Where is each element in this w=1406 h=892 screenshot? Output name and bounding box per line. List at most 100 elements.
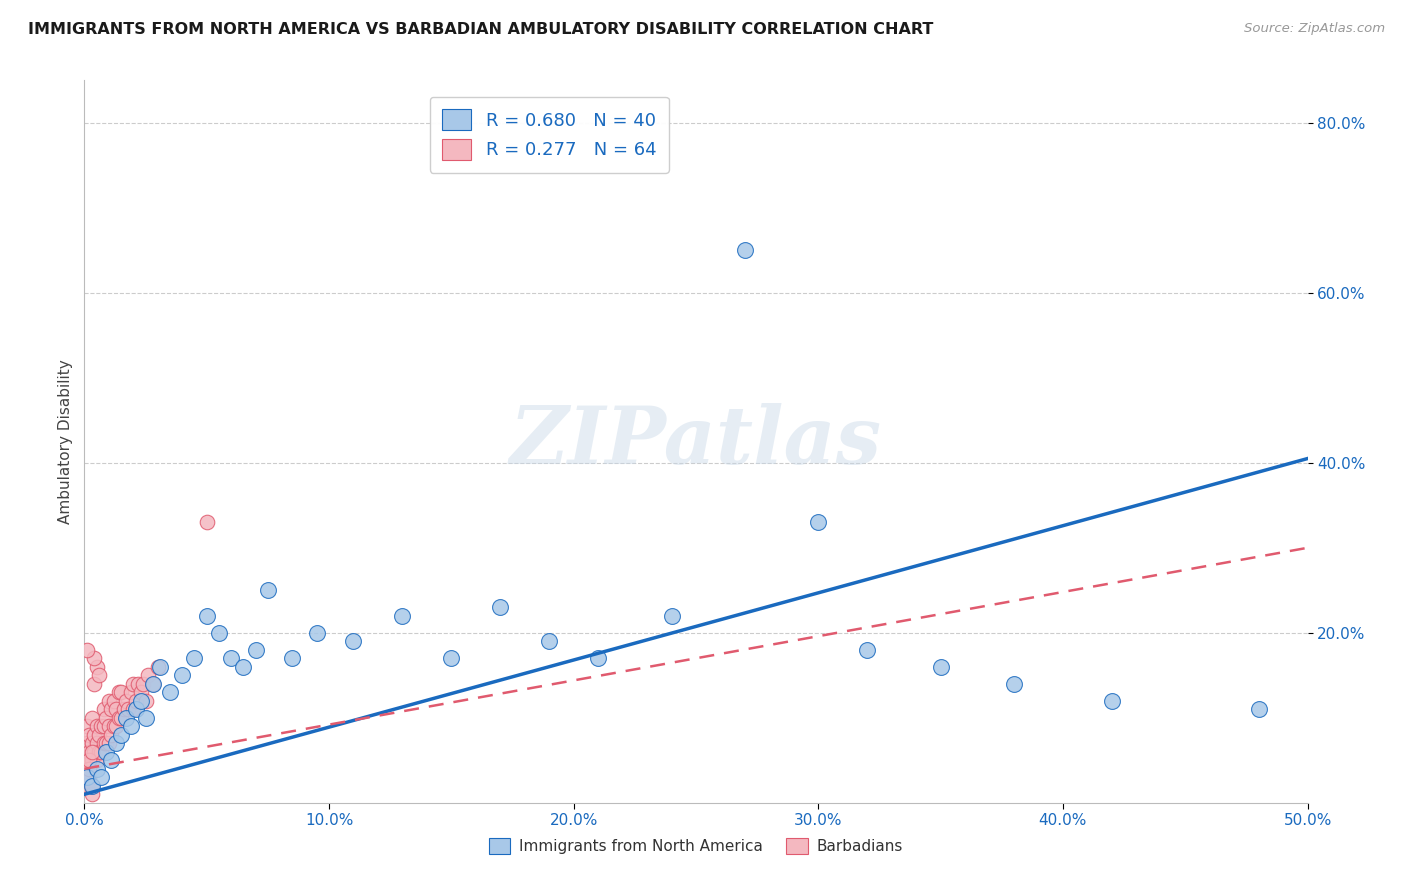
Point: [146, 660, 169, 674]
Text: ZIPatlas: ZIPatlas: [510, 403, 882, 480]
Point: [110, 728, 132, 742]
Point: [136, 668, 159, 682]
Point: [77, 753, 100, 767]
Point: [208, 625, 231, 640]
Point: [83, 728, 105, 742]
Point: [86, 762, 108, 776]
Point: [195, 608, 218, 623]
Text: Source: ZipAtlas.com: Source: ZipAtlas.com: [1244, 22, 1385, 36]
Point: [489, 600, 512, 615]
Point: [86, 660, 108, 674]
Point: [76, 753, 98, 767]
Point: [110, 685, 132, 699]
Point: [734, 244, 756, 258]
Point: [80, 787, 103, 801]
Point: [96, 736, 118, 750]
Point: [80, 736, 103, 750]
Point: [538, 634, 561, 648]
Point: [96, 711, 118, 725]
Point: [172, 668, 194, 682]
Point: [93, 719, 115, 733]
Point: [115, 711, 138, 725]
Point: [342, 634, 364, 648]
Point: [93, 702, 115, 716]
Point: [232, 660, 254, 674]
Point: [125, 702, 148, 716]
Point: [80, 779, 103, 793]
Point: [129, 694, 152, 708]
Point: [125, 694, 148, 708]
Point: [86, 736, 108, 750]
Point: [97, 694, 120, 708]
Point: [77, 762, 100, 776]
Point: [135, 711, 157, 725]
Point: [183, 651, 205, 665]
Point: [219, 651, 242, 665]
Point: [115, 694, 138, 708]
Point: [107, 685, 129, 699]
Point: [661, 608, 683, 623]
Point: [135, 694, 157, 708]
Point: [90, 719, 112, 733]
Point: [132, 677, 155, 691]
Point: [87, 745, 110, 759]
Point: [127, 677, 149, 691]
Point: [76, 779, 98, 793]
Point: [245, 642, 267, 657]
Point: [80, 779, 103, 793]
Point: [929, 660, 952, 674]
Point: [1247, 702, 1270, 716]
Point: [97, 736, 120, 750]
Point: [80, 753, 103, 767]
Point: [1101, 694, 1123, 708]
Point: [76, 642, 98, 657]
Point: [129, 685, 152, 699]
Point: [83, 651, 105, 665]
Point: [117, 702, 139, 716]
Point: [77, 745, 100, 759]
Point: [305, 625, 328, 640]
Point: [100, 753, 122, 767]
Y-axis label: Ambulatory Disability: Ambulatory Disability: [58, 359, 73, 524]
Point: [87, 728, 110, 742]
Point: [856, 642, 879, 657]
Point: [110, 711, 132, 725]
Point: [120, 685, 142, 699]
Point: [76, 719, 98, 733]
Point: [77, 770, 100, 784]
Point: [107, 711, 129, 725]
Point: [83, 677, 105, 691]
Point: [93, 736, 115, 750]
Point: [90, 770, 112, 784]
Point: [142, 677, 165, 691]
Point: [90, 745, 112, 759]
Point: [105, 719, 128, 733]
Point: [149, 660, 172, 674]
Point: [103, 694, 125, 708]
Point: [122, 677, 145, 691]
Legend: Immigrants from North America, Barbadians: Immigrants from North America, Barbadian…: [482, 832, 910, 860]
Point: [807, 516, 830, 530]
Point: [105, 736, 128, 750]
Point: [97, 719, 120, 733]
Point: [80, 745, 103, 759]
Point: [440, 651, 463, 665]
Point: [195, 516, 218, 530]
Point: [122, 702, 145, 716]
Point: [103, 719, 125, 733]
Point: [80, 711, 103, 725]
Text: IMMIGRANTS FROM NORTH AMERICA VS BARBADIAN AMBULATORY DISABILITY CORRELATION CHA: IMMIGRANTS FROM NORTH AMERICA VS BARBADI…: [28, 22, 934, 37]
Point: [77, 762, 100, 776]
Point: [76, 770, 98, 784]
Point: [120, 719, 142, 733]
Point: [159, 685, 181, 699]
Point: [105, 702, 128, 716]
Point: [83, 745, 105, 759]
Point: [112, 702, 135, 716]
Point: [257, 583, 280, 598]
Point: [86, 719, 108, 733]
Point: [76, 736, 98, 750]
Point: [86, 753, 108, 767]
Point: [100, 728, 122, 742]
Point: [87, 668, 110, 682]
